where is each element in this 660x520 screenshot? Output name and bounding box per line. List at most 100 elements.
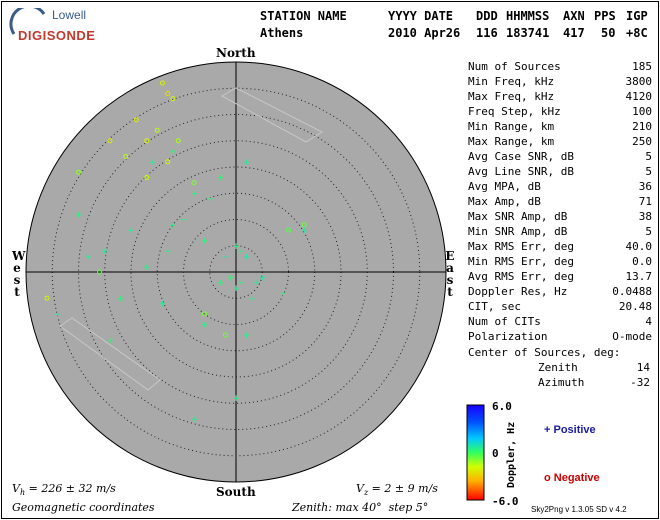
positive-point: + <box>243 158 251 168</box>
negative-point <box>144 138 150 144</box>
positive-point: + <box>216 279 224 289</box>
positive-point: + <box>85 252 93 262</box>
stat-value: 71 <box>638 195 652 208</box>
west-letter: e <box>13 261 21 275</box>
header-axn: 417 <box>563 26 585 40</box>
stat-row: Max Freq, kHz 4120 <box>468 90 652 105</box>
header-hhmmss-label: HHMMSS <box>506 9 550 23</box>
stat-label: Max Range, km <box>468 135 555 148</box>
colorbar-gradient <box>466 404 485 501</box>
positive-point: + <box>216 174 224 184</box>
stat-label: Avg RMS Err, deg <box>468 270 574 283</box>
stat-label: Min Freq, kHz <box>468 75 555 88</box>
geomagnetic-coordinates-note: Geomagnetic coordinates <box>12 501 155 514</box>
negative-point <box>170 96 176 102</box>
stat-row: Min Freq, kHz 3800 <box>468 75 652 90</box>
stat-row: Num of Sources 185 <box>468 60 652 75</box>
stat-value: 100 <box>632 105 652 118</box>
stat-value: O-mode <box>612 330 652 343</box>
stat-value: 40.0 <box>625 240 653 253</box>
positive-point: + <box>164 247 172 257</box>
stat-label: CIT, sec <box>468 300 521 313</box>
positive-point: + <box>117 294 125 304</box>
stat-label: Polarization <box>468 330 548 343</box>
positive-point: + <box>180 216 188 226</box>
positive-point: + <box>127 226 135 236</box>
stat-row: Doppler Res, Hz 0.0488 <box>468 285 652 300</box>
positive-point: + <box>248 294 256 304</box>
colorbar-min-label: -6.0 <box>492 495 519 508</box>
stat-label: Max Freq, kHz <box>468 90 555 103</box>
negative-point <box>202 311 207 317</box>
positive-point: + <box>190 415 198 425</box>
header-date: 2010 Apr26 <box>388 26 461 40</box>
positive-point: + <box>258 273 266 283</box>
stat-label: Max SNR Amp, dB <box>468 210 568 223</box>
azimuth-label: Azimuth <box>538 376 585 389</box>
negative-point <box>154 127 160 133</box>
positive-point: + <box>243 252 251 262</box>
east-letter: E <box>445 249 455 263</box>
positive-point: + <box>106 336 114 346</box>
stat-value: 36 <box>638 180 652 193</box>
stat-row: Avg MPA, dB 36 <box>468 180 652 195</box>
header-ddd: 116 <box>476 26 498 40</box>
negative-point <box>76 169 81 175</box>
stat-value: 0.0488 <box>612 285 652 298</box>
stat-value: 38 <box>638 210 652 223</box>
negative-point <box>286 227 291 233</box>
positive-point: + <box>237 279 245 289</box>
negative-point <box>133 117 139 123</box>
lowell-digisonde-logo: Lowell DIGISONDE <box>8 8 98 48</box>
positive-point: + <box>169 221 177 231</box>
stat-value: 185 <box>632 60 652 73</box>
stat-row: Num of CITs 4 <box>468 315 652 330</box>
positive-point: + <box>201 237 209 247</box>
header-igp-label: IGP <box>626 9 648 23</box>
stat-row: Avg Case SNR, dB 5 <box>468 150 652 165</box>
negative-point <box>301 222 307 228</box>
negative-point <box>191 180 197 186</box>
direction-north: North <box>216 46 256 60</box>
software-version: Sky2Png v 1.3.05 SD v 4.2 <box>531 505 627 514</box>
stat-label: Doppler Res, Hz <box>468 285 568 298</box>
logo-digisonde-text: DIGISONDE <box>18 28 96 43</box>
positive-point: + <box>54 310 62 320</box>
positive-point: + <box>253 279 261 289</box>
header-pps-label: PPS <box>594 9 616 23</box>
east-letter: s <box>446 273 454 287</box>
negative-point <box>175 138 181 144</box>
negative-point <box>44 295 50 301</box>
stat-value: 250 <box>632 135 652 148</box>
negative-point <box>123 154 129 159</box>
positive-point: + <box>148 158 156 168</box>
stat-row: CIT, sec 20.48 <box>468 300 652 315</box>
stat-label: Min Range, km <box>468 120 555 133</box>
positive-point: + <box>243 331 251 341</box>
colorbar-title: Doppler, Hz <box>506 421 517 488</box>
stat-label: Num of Sources <box>468 60 561 73</box>
colorbar-mid-label: 0 <box>492 447 499 460</box>
positive-point: + <box>101 247 109 257</box>
positive-point: + <box>237 247 245 257</box>
zenith-label: Zenith <box>538 361 578 374</box>
positive-point: + <box>201 321 209 331</box>
logo-lowell-text: Lowell <box>52 8 87 22</box>
negative-point <box>97 269 102 275</box>
positive-point: + <box>75 210 83 220</box>
east-letter: t <box>447 285 453 299</box>
positive-point: + <box>143 263 151 273</box>
stat-value: 4120 <box>625 90 653 103</box>
stat-row: Max SNR Amp, dB 38 <box>468 210 652 225</box>
header-station-name: Athens <box>260 26 304 40</box>
negative-point <box>144 175 150 180</box>
legend-negative: o Negative <box>544 472 600 484</box>
stat-value: 210 <box>632 120 652 133</box>
header-station-name-label: STATION NAME <box>260 9 347 23</box>
stat-row: Freq Step, kHz 100 <box>468 105 652 120</box>
negative-point <box>107 138 113 144</box>
stat-value: 5 <box>645 225 652 238</box>
